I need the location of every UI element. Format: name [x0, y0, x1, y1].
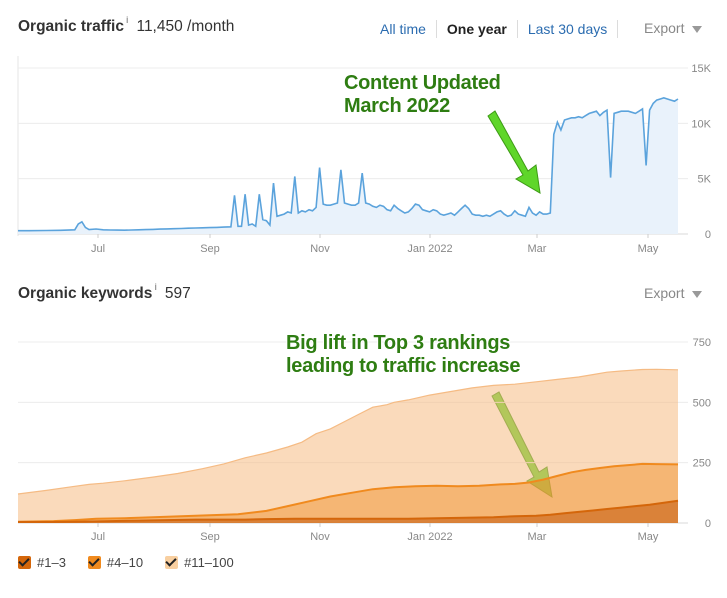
- x-tick-label: Nov: [310, 243, 330, 255]
- traffic-value: 11,450 /month: [136, 18, 235, 35]
- y-tick-label: 5K: [698, 174, 712, 186]
- range-last-30-days[interactable]: Last 30 days: [527, 21, 608, 37]
- line-4-10: [17, 462, 679, 523]
- x-tick-label: Sep: [200, 243, 220, 255]
- annotation-line: Content Updated: [344, 72, 501, 94]
- range-divider: [516, 20, 518, 38]
- legend-label: #4–10: [106, 555, 144, 570]
- legend-item-top3[interactable]: #1–3: [18, 555, 66, 570]
- x-tick-label: Mar: [528, 531, 547, 543]
- area-1-3: [18, 500, 678, 523]
- range-divider: [435, 20, 437, 38]
- traffic-title: Organic traffic i: [18, 15, 129, 35]
- keywords-value: 597: [164, 285, 191, 302]
- line-11-100: [17, 368, 679, 495]
- y-tick-label: 500: [693, 397, 711, 409]
- traffic-header: Organic traffic i 11,450 /month: [18, 15, 235, 36]
- date-range-toggle: All time One year Last 30 days: [380, 20, 619, 38]
- checkbox-checked-icon[interactable]: [18, 556, 31, 569]
- x-tick-label: May: [638, 243, 659, 255]
- traffic-y-axis: 15K 10K 5K 0: [691, 63, 711, 241]
- legend-item-11-100[interactable]: #11–100: [165, 555, 234, 570]
- info-icon[interactable]: i: [154, 282, 157, 292]
- annotation-line: leading to traffic increase: [286, 355, 521, 377]
- range-one-year[interactable]: One year: [446, 21, 507, 37]
- keywords-y-axis: 750 500 250 0: [693, 337, 711, 530]
- range-all-time[interactable]: All time: [380, 21, 426, 37]
- keywords-chart: 750 500 250 0 Jul Sep Nov Jan 2022 Mar May: [17, 337, 711, 543]
- x-tick-label: Jul: [91, 531, 105, 543]
- traffic-chart: 15K 10K 5K 0 Jul Sep Nov Jan 2022 Mar May: [17, 56, 712, 255]
- export-label: Export: [644, 20, 685, 36]
- x-tick-label: Mar: [528, 243, 547, 255]
- y-tick-label: 250: [693, 458, 711, 470]
- y-tick-label: 10K: [691, 118, 711, 130]
- legend-label: #1–3: [37, 555, 66, 570]
- legend-label: #11–100: [184, 555, 234, 570]
- traffic-export-button[interactable]: Export: [644, 20, 703, 36]
- caret-down-icon: [692, 25, 703, 33]
- y-tick-label: 15K: [691, 63, 711, 75]
- x-tick-label: Jan 2022: [407, 531, 452, 543]
- checkbox-checked-icon[interactable]: [165, 556, 179, 569]
- traffic-annotation: Content Updated March 2022: [344, 72, 501, 118]
- x-tick-label: May: [638, 531, 659, 543]
- keywords-legend: #1–3 #4–10 #11–100: [18, 555, 234, 570]
- x-tick-label: Jul: [91, 243, 105, 255]
- export-label: Export: [644, 285, 685, 301]
- line-1-3: [18, 499, 679, 523]
- traffic-x-axis: Jul Sep Nov Jan 2022 Mar May: [91, 234, 659, 255]
- caret-down-icon: [692, 290, 703, 298]
- traffic-area: [18, 97, 678, 235]
- annotation-line: March 2022: [344, 95, 450, 117]
- keywords-annotation: Big lift in Top 3 rankings leading to tr…: [286, 332, 521, 378]
- annotation-line: Big lift in Top 3 rankings: [286, 332, 511, 354]
- keywords-header: Organic keywords i 597: [18, 282, 191, 303]
- x-tick-label: Sep: [200, 531, 220, 543]
- y-tick-label: 750: [693, 337, 711, 349]
- y-tick-label: 0: [705, 229, 711, 241]
- keywords-title: Organic keywords i: [18, 282, 157, 302]
- x-tick-label: Nov: [310, 531, 330, 543]
- traffic-arrow-icon: [487, 110, 541, 194]
- y-tick-label: 0: [705, 518, 711, 530]
- keywords-x-axis: Jul Sep Nov Jan 2022 Mar May: [91, 523, 659, 543]
- checkbox-checked-icon[interactable]: [87, 556, 101, 569]
- info-icon[interactable]: i: [125, 15, 129, 25]
- legend-item-4-10[interactable]: #4–10: [87, 555, 144, 570]
- traffic-line: [18, 97, 679, 232]
- x-tick-label: Jan 2022: [407, 243, 452, 255]
- range-divider: [617, 20, 619, 38]
- keywords-export-button[interactable]: Export: [644, 285, 703, 301]
